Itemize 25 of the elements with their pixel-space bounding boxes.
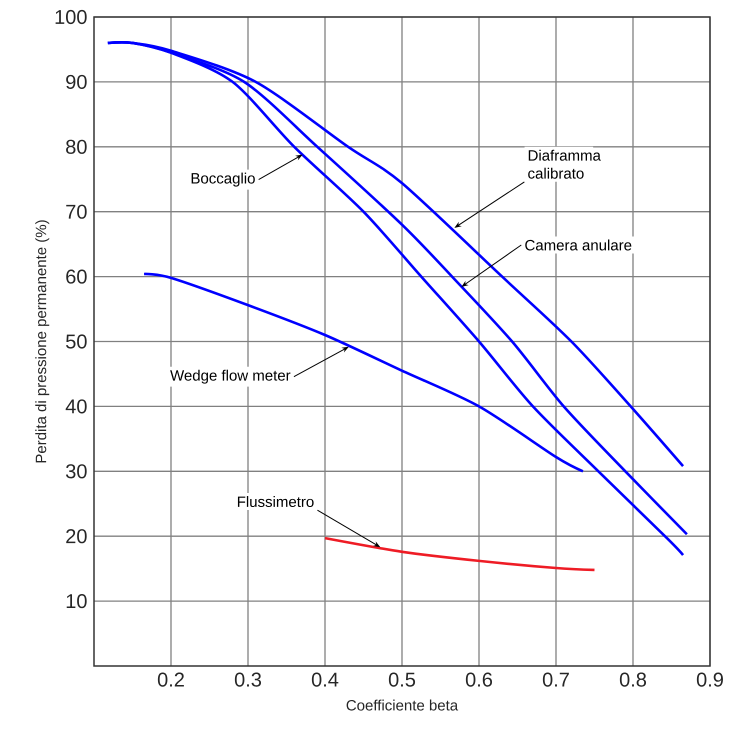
x-axis-title: Coefficiente beta — [346, 700, 458, 711]
y-tick-label: 100 — [56, 10, 87, 24]
annotation: Wedge flow meter — [170, 370, 290, 384]
y-tick-label: 90 — [66, 74, 87, 89]
x-tick-label: 0.8 — [620, 672, 646, 687]
y-tick-label: 30 — [66, 464, 87, 478]
annotation: Diaframma calibrato — [528, 150, 601, 179]
annotation: Boccaglio — [192, 172, 255, 187]
y-tick-label: 70 — [66, 204, 87, 219]
x-tick-label: 0.3 — [234, 672, 262, 687]
y-tick-label: 10 — [66, 594, 87, 608]
y-tick-label: 40 — [66, 399, 87, 414]
x-tick-label: 0.9 — [696, 672, 723, 687]
y-tick-label: 20 — [66, 529, 87, 544]
y-tick-label: 50 — [66, 334, 87, 349]
y-tick-label: 80 — [66, 140, 87, 154]
annotation: Camera anulare — [525, 239, 632, 250]
x-tick-label: 0.4 — [312, 672, 338, 687]
x-tick-label: 0.6 — [466, 672, 492, 687]
x-tick-label: 0.7 — [542, 672, 569, 687]
y-axis-title: Perdita di pressione permanente (%) — [35, 220, 50, 462]
x-tick-label: 0.2 — [158, 672, 184, 687]
y-tick-label: 60 — [66, 270, 87, 284]
annotation: Flussimetro — [238, 496, 314, 508]
x-tick-label: 0.5 — [388, 672, 416, 687]
